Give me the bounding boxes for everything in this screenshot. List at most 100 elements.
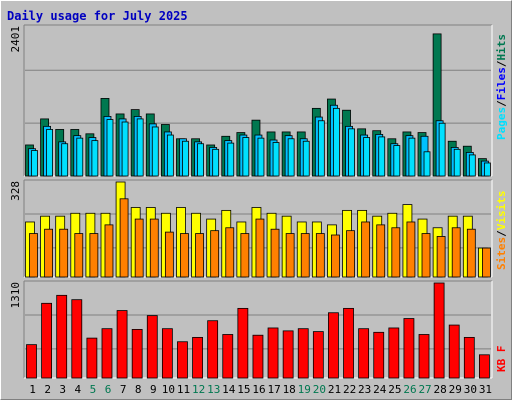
sites-bar (195, 233, 204, 278)
kbytes-bar (116, 310, 128, 379)
legend: Pages/Files/Hits (495, 34, 508, 140)
kbytes-bar (252, 334, 264, 379)
kbytes-bar (41, 302, 52, 379)
legend-sep: / (495, 100, 508, 107)
pages-bar (468, 154, 476, 177)
y-max-label: 328 (9, 181, 22, 201)
kbytes-bar (71, 299, 83, 379)
pages-bar (31, 150, 38, 177)
legend-kbytes: KB (495, 358, 508, 372)
kbytes-bar (267, 327, 279, 379)
kbytes-bar (56, 294, 68, 379)
x-tick-label: 30 (464, 383, 477, 396)
pages-bar (46, 129, 53, 177)
sites-bar (225, 227, 235, 278)
sites-bar (164, 231, 174, 278)
x-tick-label: 17 (267, 383, 280, 396)
legend: Sites/Visits (495, 191, 508, 271)
pages-bar (151, 126, 159, 177)
kbytes-bar (161, 328, 173, 379)
x-tick-label: 7 (120, 383, 127, 396)
pages-bar (363, 137, 371, 177)
sites-bar (285, 233, 295, 278)
kbytes-bar (343, 307, 354, 379)
pages-bar (197, 143, 204, 177)
pages-bar (227, 142, 235, 177)
sites-bar (180, 233, 189, 278)
sites-bar (59, 228, 69, 278)
kbytes-bar (312, 331, 324, 379)
pages-bar (348, 128, 355, 177)
pages-bar (121, 121, 129, 177)
legend-hits: Hits (495, 34, 508, 61)
legend-visits: Visits (495, 191, 508, 231)
chart-title: Daily usage for July 2025 (7, 9, 188, 23)
legend-sep: / (495, 60, 508, 67)
x-tick-label: 27 (418, 383, 431, 396)
kbytes-bar (373, 331, 385, 379)
sites-bar (104, 224, 114, 278)
kbytes-bar (388, 327, 400, 379)
pages-bar (393, 145, 401, 177)
x-tick-label: 6 (105, 383, 112, 396)
legend-files: Files (495, 67, 508, 100)
x-tick-label: 25 (388, 383, 401, 396)
pages-bar (423, 151, 431, 177)
pages-bar (182, 140, 189, 177)
legend-pages: Pages (495, 107, 508, 140)
kbytes-bar (403, 318, 415, 379)
sites-bar (134, 218, 144, 278)
x-tick-label: 23 (358, 383, 371, 396)
pages-bar (333, 107, 340, 177)
sites-bar (406, 221, 416, 278)
x-tick-label: 11 (177, 383, 190, 396)
sites-bar (300, 233, 310, 278)
x-tick-label: 18 (283, 383, 296, 396)
x-tick-label: 19 (298, 383, 311, 396)
sites-bar (270, 228, 280, 278)
kbytes-bar (207, 320, 219, 379)
pages-bar (317, 120, 325, 177)
x-tick-label: 28 (434, 383, 447, 396)
pages-bar (61, 143, 69, 177)
kbytes-bar (328, 312, 339, 379)
x-tick-label: 10 (162, 383, 175, 396)
x-tick-label: 16 (252, 383, 265, 396)
x-tick-label: 26 (403, 383, 416, 396)
legend-sep: / (495, 230, 508, 237)
x-tick-label: 20 (313, 383, 326, 396)
sites-bar (74, 233, 84, 278)
kbytes-bar (146, 315, 158, 379)
sites-bar (29, 233, 38, 278)
sites-bar (44, 228, 53, 278)
x-tick-label: 29 (449, 383, 462, 396)
kbytes-bar (101, 328, 113, 379)
x-tick-label: 5 (90, 383, 97, 396)
x-tick-label: 8 (135, 383, 142, 396)
pages-bar (257, 137, 265, 177)
kbytes-bar (26, 344, 37, 379)
sites-bar (451, 227, 461, 278)
sites-bar (391, 227, 401, 278)
sites-bar (466, 228, 476, 278)
sites-bar (436, 236, 446, 278)
sites-bar (210, 230, 220, 278)
kbytes-bar (177, 341, 188, 379)
x-tick-label: 14 (222, 383, 236, 396)
y-max-label: 1310 (9, 282, 22, 309)
pages-bar (106, 119, 114, 177)
x-tick-label: 13 (207, 383, 220, 396)
sites-bar (361, 221, 371, 278)
kbytes-bar (463, 336, 475, 379)
kbytes-bar (448, 324, 460, 379)
kbytes-bar (282, 330, 294, 379)
pages-bar (438, 122, 446, 177)
pages-bar (378, 136, 386, 177)
legend-sep (495, 352, 508, 359)
x-tick-label: 3 (59, 383, 66, 396)
pages-bar (484, 162, 491, 177)
x-tick-label: 15 (237, 383, 250, 396)
sites-bar (315, 233, 325, 278)
kbytes-bar (358, 328, 370, 379)
